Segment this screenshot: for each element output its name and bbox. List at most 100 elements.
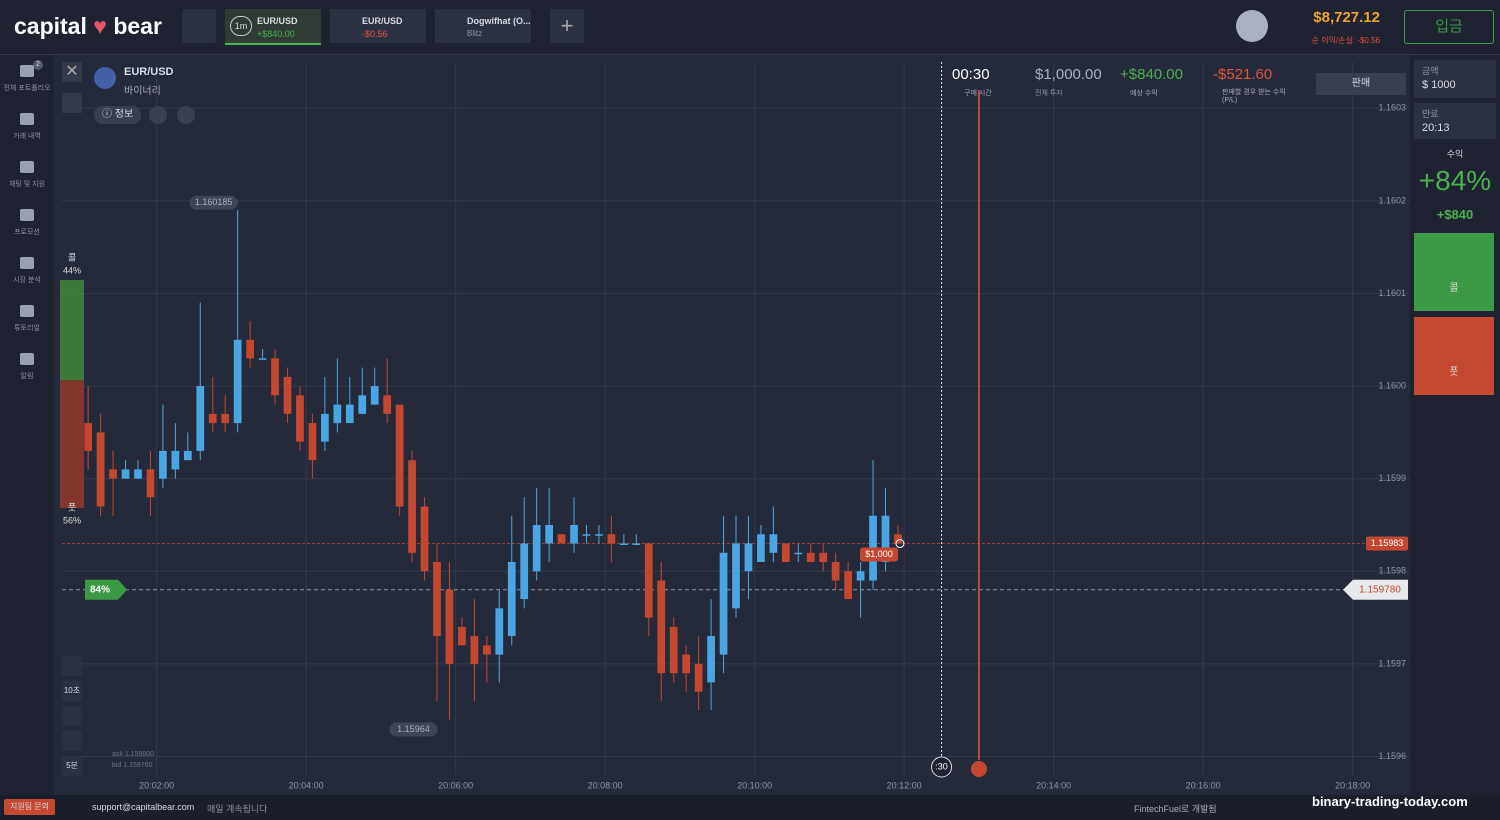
ask: ask 1.159800 [112,751,155,758]
avatar[interactable] [1236,10,1268,42]
candle-body [520,543,529,600]
tab-asset: Dogwifhat (O... [467,16,531,26]
sell-button[interactable]: 판매 [1316,73,1406,95]
candle-body [894,534,902,544]
x-tick-label: 20:12:00 [887,780,922,790]
chart-type-button[interactable] [62,656,82,676]
candle-body [433,562,441,637]
candle-body [482,645,491,655]
candle-body [296,395,304,442]
candle-body [532,524,541,572]
purchase-timer: 00:30 [952,66,990,83]
candle-body [545,524,553,544]
tab[interactable]: Dogwifhat (O... Blitz [435,9,531,43]
candle-body [221,413,230,424]
tab-asset: EUR/USD [257,16,298,26]
add-tab[interactable]: + [550,9,584,43]
candle-body [570,524,578,544]
icon [20,257,34,269]
candle-body [183,450,192,461]
expected-payout: +$840.00 [1120,66,1183,83]
logo[interactable]: capital ♥ bear [14,13,162,39]
indicator-button[interactable] [62,731,82,751]
amount-box[interactable]: 금액 $ 1000 [1414,60,1496,98]
balance[interactable]: $8,727.12 [1313,9,1380,26]
candle-body [781,543,790,563]
candle-body [794,552,803,555]
sidebar-item[interactable]: 거래 내역 [2,113,52,141]
put-button[interactable]: 풋 [1414,317,1494,395]
tab-asset: EUR/USD [362,16,403,26]
sidebar-item[interactable]: 튜토리얼 [2,305,52,333]
tab[interactable]: 1m EUR/USD +$840.00 [225,9,321,45]
badge: 2 [33,60,43,70]
sentiment-bar [60,380,84,508]
asset-name[interactable]: EUR/USD [124,66,174,78]
sentiment-value: 56% [63,515,81,525]
sidebar-item[interactable]: 시장 분석 [2,257,52,285]
x-tick-label: 20:08:00 [588,780,623,790]
plot-area [55,55,1410,795]
candle-body [507,562,516,637]
invest: $1,000.00 [1035,66,1102,83]
sidebar-item[interactable]: 알림 [2,353,52,381]
support-button[interactable]: 지원팀 문의 [4,799,56,815]
candle-body [844,571,852,600]
top-bar: capital ♥ bear 1m EUR/USD +$840.00 EUR/U… [0,0,1500,55]
interval-button[interactable]: 10초 [62,681,82,701]
x-tick-label: 20:04:00 [289,780,324,790]
expiry-box[interactable]: 만료 20:13 [1414,103,1496,139]
candle-body [445,589,454,664]
deposit-button[interactable]: 입금 [1404,10,1494,44]
y-tick-label: 1.1597 [1378,658,1406,668]
y-tick-label: 1.1602 [1378,195,1406,205]
countdown-circle [931,756,953,778]
draw-button[interactable] [62,706,82,726]
candle-body [856,571,865,581]
candle-body [121,469,130,479]
annotation-bg [389,722,438,737]
expiry-flag [970,761,987,777]
expiry-value: 20:13 [1422,122,1450,134]
footer: 지원팀 문의 support@capitalbear.com 매일 계속됩니다 … [0,794,1500,820]
candle-body [283,376,292,414]
call-button[interactable]: 콜 [1414,233,1494,311]
candle-body [557,534,566,544]
profit: +$840 [1436,207,1474,222]
candle-body [370,386,379,405]
x-tick-label: 20:18:00 [1335,780,1370,790]
entry-label-bg [1366,536,1408,551]
tab[interactable]: EUR/USD -$0.56 [330,9,426,43]
candle-body [208,413,217,424]
y-tick-label: 1.1598 [1378,566,1406,576]
sidebar-item[interactable]: 채팅 및 지원 [2,161,52,189]
sidebar-label: 프로모션 [14,229,40,236]
sidebar-item[interactable]: 전체 포트폴리오 [2,65,52,93]
favorite-button[interactable] [177,106,195,124]
timeframe-button[interactable]: 5분 [62,756,82,776]
collapse-button[interactable] [62,93,82,113]
candle-body [831,562,840,581]
icon [20,65,34,77]
current-price-bg [1343,579,1408,600]
tab-pnl: +$840.00 [257,29,295,39]
grid-button[interactable] [182,9,216,43]
info-button[interactable]: ⓘ 정보 [94,106,142,124]
candle-body [134,469,142,479]
annotation: 1.160185 [195,197,233,207]
email[interactable]: support@capitalbear.com [92,802,195,812]
amount: $ 1000 [1422,79,1456,91]
close-button[interactable]: ✕ [62,62,82,82]
icon [20,113,34,125]
candle-body [308,423,317,461]
y-tick-label: 1.1601 [1378,288,1406,298]
sentiment-value: 44% [63,265,81,275]
annotation: 1.15964 [397,724,430,734]
sidebar-label: 전체 포트폴리오 [3,85,51,92]
bid: bid 1.159760 [112,762,153,769]
note: 매일 계속됩니다 [207,804,268,814]
candle-body [233,339,242,424]
candle-body [470,636,479,664]
alert-button[interactable] [149,106,167,124]
sidebar-item[interactable]: 프로모션 [2,209,52,237]
